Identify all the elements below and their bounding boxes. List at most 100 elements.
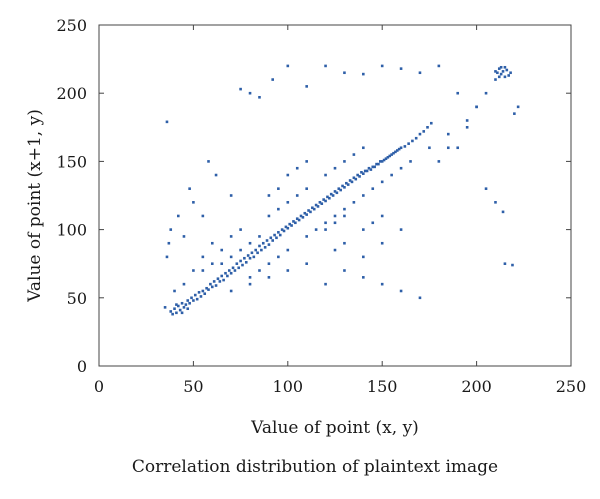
data-point	[429, 121, 433, 125]
data-point	[248, 256, 252, 260]
data-point	[207, 288, 210, 291]
data-point	[299, 214, 303, 218]
data-point	[399, 67, 403, 70]
data-point	[229, 289, 233, 293]
data-point	[173, 307, 176, 311]
data-point	[343, 186, 346, 189]
data-point	[277, 207, 280, 211]
data-point	[352, 201, 356, 204]
data-point	[503, 75, 507, 79]
data-point	[318, 201, 322, 204]
data-point	[229, 255, 233, 259]
data-point	[271, 239, 274, 242]
data-point	[380, 160, 384, 163]
data-point	[229, 235, 233, 238]
data-point	[343, 160, 346, 163]
data-point	[501, 210, 505, 214]
data-point	[248, 91, 252, 95]
data-point	[456, 146, 460, 150]
data-point	[214, 173, 218, 177]
data-point	[343, 214, 346, 218]
data-point	[362, 255, 365, 259]
data-point	[260, 248, 263, 252]
data-point	[188, 301, 191, 305]
data-point	[362, 228, 365, 231]
data-point	[326, 195, 329, 199]
x-axis: 0 50 100 150 200 250	[94, 25, 586, 396]
data-point	[226, 274, 229, 278]
data-point	[365, 169, 369, 173]
data-point	[303, 211, 307, 215]
data-point	[275, 236, 278, 240]
data-point	[295, 194, 299, 197]
data-point	[210, 285, 214, 289]
data-point	[237, 266, 241, 270]
data-point	[418, 71, 422, 75]
data-point	[199, 295, 203, 298]
data-point	[371, 187, 375, 190]
data-point	[231, 266, 235, 270]
data-point	[163, 306, 167, 309]
data-point	[356, 173, 359, 177]
data-point	[277, 231, 280, 234]
data-point	[390, 153, 393, 156]
data-point	[210, 262, 214, 265]
data-point	[399, 228, 403, 231]
data-point	[324, 228, 327, 231]
data-point	[258, 244, 261, 248]
data-point	[214, 284, 218, 287]
data-point	[258, 235, 261, 238]
data-point	[229, 271, 233, 275]
data-point	[335, 191, 339, 195]
data-point	[437, 64, 441, 68]
x-tick-label: 250	[556, 377, 587, 396]
data-point	[373, 165, 376, 169]
data-point	[494, 201, 497, 204]
data-point	[352, 176, 356, 180]
data-point	[192, 201, 195, 204]
data-point	[388, 154, 392, 158]
data-point	[382, 158, 386, 162]
data-point	[254, 248, 258, 252]
data-point	[341, 184, 344, 188]
data-point	[288, 222, 291, 226]
data-point	[256, 251, 259, 255]
data-point	[316, 205, 320, 208]
data-point	[329, 192, 333, 196]
data-point	[343, 207, 346, 211]
data-point	[392, 151, 395, 155]
data-point	[362, 194, 365, 197]
data-point	[252, 255, 256, 259]
data-point	[209, 282, 212, 286]
data-point	[207, 160, 210, 163]
data-point	[360, 171, 363, 174]
data-point	[465, 119, 469, 122]
data-point	[292, 220, 295, 223]
data-point	[241, 263, 244, 267]
x-tick-label: 200	[461, 377, 492, 396]
data-point	[418, 296, 422, 300]
data-point	[358, 175, 361, 178]
x-tick-label: 150	[367, 377, 398, 396]
x-tick-label: 50	[183, 377, 203, 396]
data-point	[282, 229, 286, 233]
data-point	[446, 146, 450, 150]
data-point	[220, 248, 224, 252]
data-point	[171, 312, 174, 316]
data-point	[197, 291, 201, 294]
data-point	[426, 126, 429, 129]
data-point	[494, 70, 497, 73]
data-point	[399, 289, 403, 293]
figure-caption: Correlation distribution of plaintext im…	[132, 457, 498, 477]
data-point	[496, 71, 499, 75]
data-point	[212, 280, 216, 283]
data-point	[250, 251, 254, 255]
data-point	[343, 241, 346, 245]
data-point	[273, 233, 276, 237]
data-point	[314, 228, 318, 231]
data-point	[246, 254, 250, 257]
data-point	[193, 293, 197, 297]
y-tick-label: 250	[56, 16, 87, 35]
x-axis-label: Value of point (x, y)	[250, 418, 419, 438]
